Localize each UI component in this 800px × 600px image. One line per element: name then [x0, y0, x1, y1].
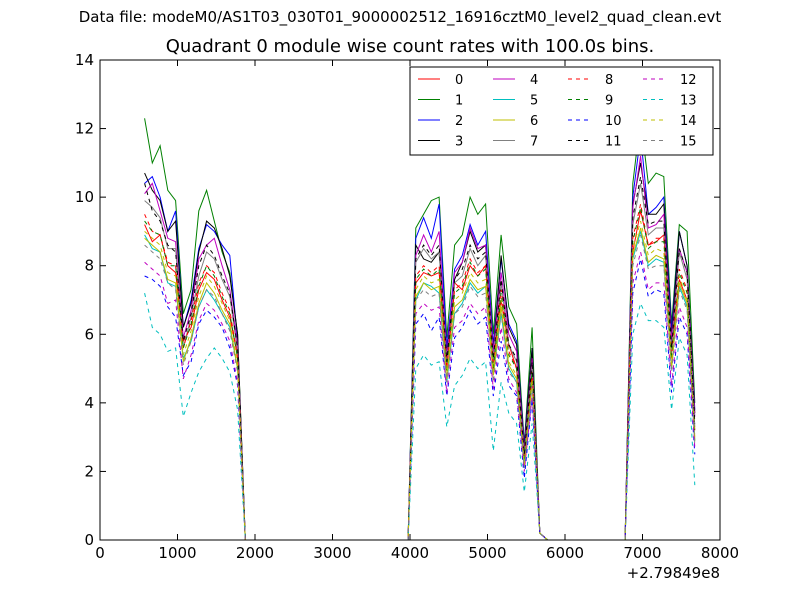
x-tick-label: 0: [95, 544, 105, 562]
series-line-14: [144, 220, 696, 541]
series-line-10: [144, 258, 696, 541]
y-tick-label: 6: [84, 325, 94, 343]
series-line-13: [144, 292, 696, 541]
series-line-9: [144, 207, 696, 541]
series-line-11: [144, 176, 696, 541]
legend-label-14: 14: [680, 114, 697, 129]
x-tick-label: 3000: [313, 544, 351, 562]
data-file-header: Data file: modeM0/AS1T03_030T01_90000025…: [78, 8, 722, 26]
legend-label-9: 9: [605, 94, 613, 109]
legend-label-12: 12: [680, 73, 697, 88]
legend-label-7: 7: [530, 135, 538, 150]
series-line-12: [144, 251, 696, 541]
x-tick-label: 2000: [236, 544, 274, 562]
x-offset-label: +2.79849e8: [627, 564, 720, 582]
legend-label-4: 4: [530, 73, 538, 88]
ticks-layer: 0 1000 2000 3000 4000 5000 6000 7000 80000246810…: [75, 51, 739, 582]
y-tick-label: 14: [75, 51, 94, 69]
series-line-5: [144, 231, 696, 541]
series-line-6: [144, 227, 696, 541]
x-tick-label: 8000: [701, 544, 739, 562]
series-line-3: [144, 162, 696, 541]
legend-label-13: 13: [680, 94, 697, 109]
series-line-8: [144, 203, 696, 541]
legend-label-3: 3: [455, 135, 463, 150]
legend-label-1: 1: [455, 94, 463, 109]
series-layer: [144, 118, 696, 541]
legend-label-6: 6: [530, 114, 538, 129]
x-tick-label: 4000: [391, 544, 429, 562]
x-tick-label: 1000: [158, 544, 196, 562]
legend-label-15: 15: [680, 135, 697, 150]
y-tick-label: 0: [84, 531, 94, 549]
y-tick-label: 2: [84, 462, 94, 480]
series-line-0: [144, 210, 696, 541]
y-tick-label: 8: [84, 257, 94, 275]
legend-label-0: 0: [455, 73, 463, 88]
x-tick-label: 6000: [546, 544, 584, 562]
x-tick-label: 7000: [623, 544, 661, 562]
y-tick-label: 4: [84, 394, 94, 412]
legend-label-5: 5: [530, 94, 538, 109]
legend-label-10: 10: [605, 114, 622, 129]
legend-label-2: 2: [455, 114, 463, 129]
x-tick-label: 5000: [468, 544, 506, 562]
series-line-7: [144, 183, 696, 541]
series-line-15: [144, 234, 696, 541]
y-tick-label: 12: [75, 120, 94, 138]
legend-label-11: 11: [605, 135, 622, 150]
series-line-4: [144, 155, 696, 541]
series-line-1: [144, 118, 696, 541]
y-tick-label: 10: [75, 188, 94, 206]
legend-label-8: 8: [605, 73, 613, 88]
chart-title: Quadrant 0 module wise count rates with …: [165, 36, 655, 57]
series-line-2: [144, 135, 696, 541]
